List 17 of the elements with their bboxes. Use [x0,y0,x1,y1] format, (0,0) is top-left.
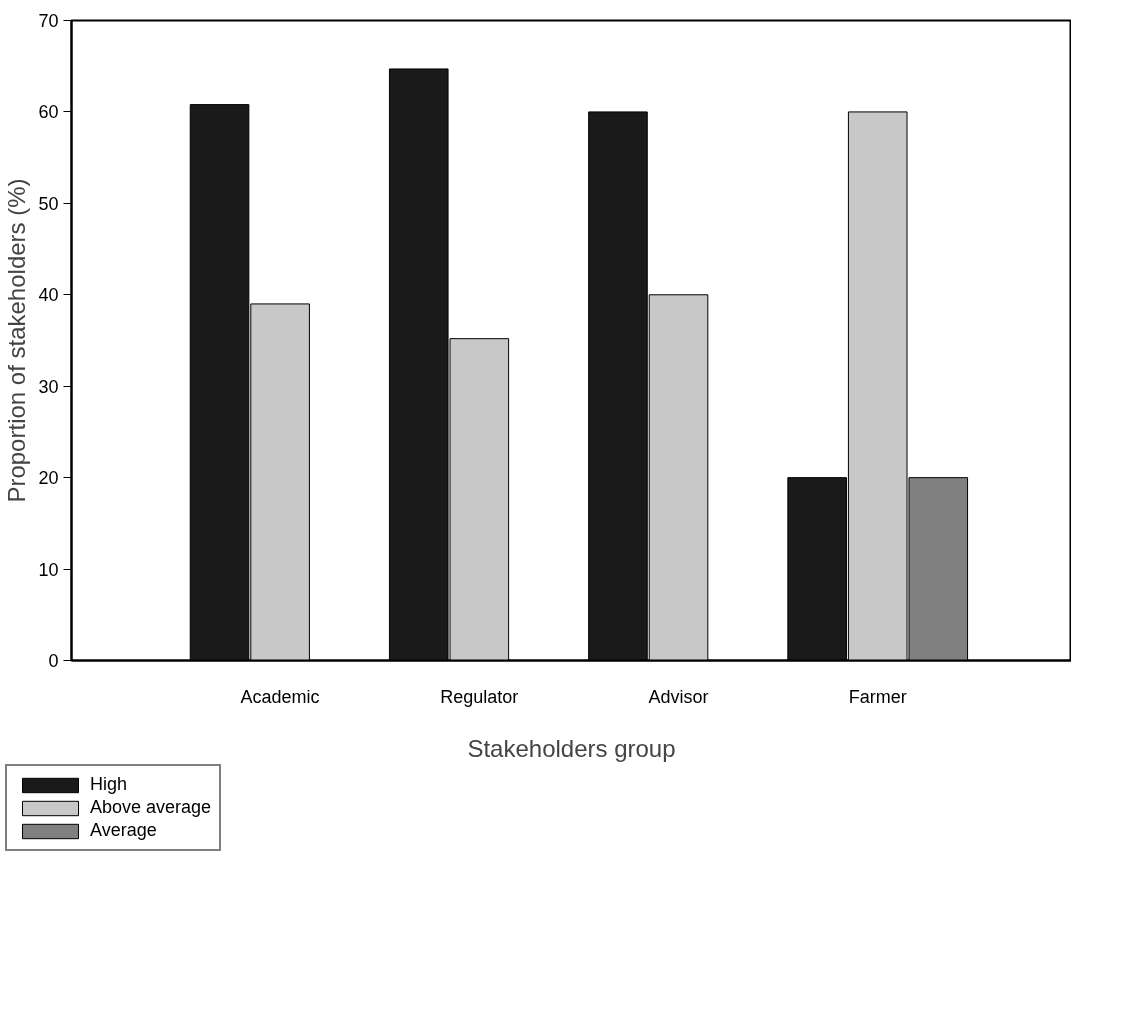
y-tick-label: 60 [38,102,59,123]
y-tick-label: 70 [38,11,59,31]
x-axis-title: Stakeholders group [467,734,676,762]
x-tick-label: Farmer [848,686,907,707]
x-tick-label: Advisor [648,686,709,707]
legend-label: Average [90,820,157,841]
legend-label: High [90,774,128,795]
y-tick-label: 0 [48,651,59,671]
y-axis-title: Proportion of stakeholders (%) [3,178,31,503]
x-tick-label: Academic [240,686,320,707]
y-tick-label: 10 [38,559,59,580]
legend-label: Above average [90,797,212,818]
y-tick-label: 50 [38,193,59,214]
x-tick-label: Regulator [440,686,519,707]
y-tick-label: 30 [38,376,59,397]
y-tick-label: 20 [38,468,59,489]
y-tick-label: 40 [38,285,59,306]
